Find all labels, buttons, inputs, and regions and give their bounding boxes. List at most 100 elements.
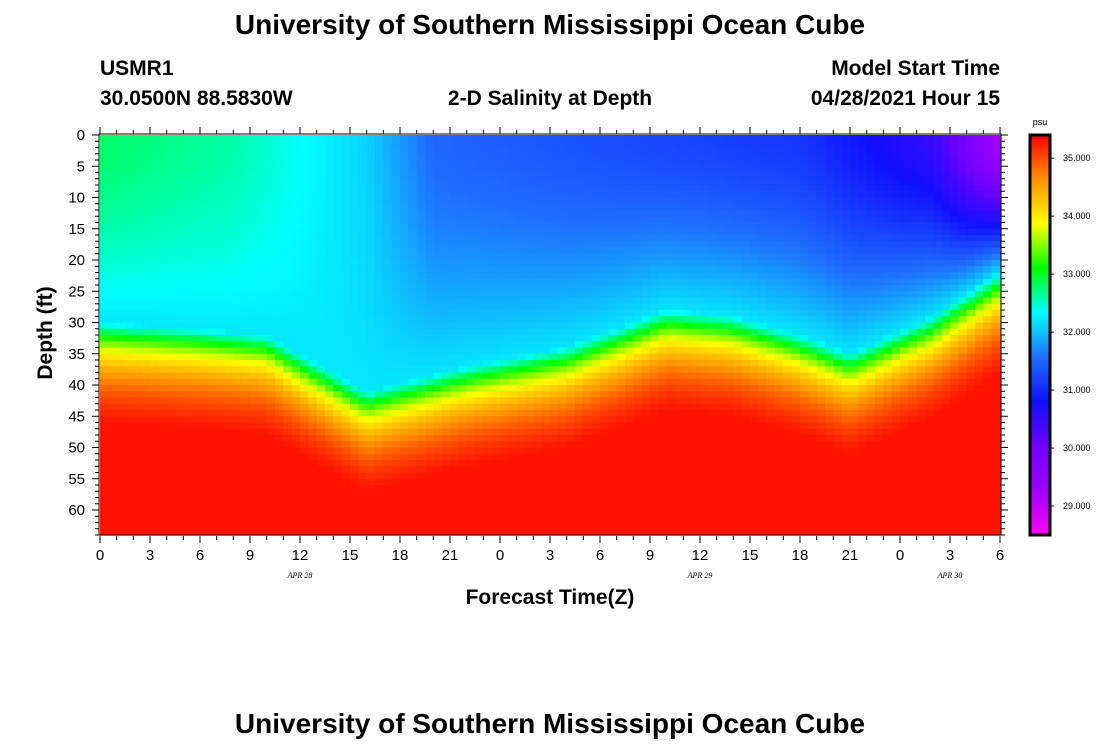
heatmap-cell [241, 416, 251, 424]
heatmap-cell [500, 322, 509, 330]
heatmap-cell [508, 422, 518, 430]
heatmap-cell [208, 160, 218, 167]
heatmap-cell [641, 422, 651, 430]
heatmap-cell [383, 178, 393, 186]
heatmap-cell [633, 322, 643, 330]
heatmap-cell [183, 297, 193, 305]
heatmap-cell [341, 510, 351, 517]
heatmap-cell [458, 316, 468, 324]
heatmap-cell [500, 285, 509, 292]
heatmap-cell [258, 241, 268, 249]
heatmap-cell [100, 360, 109, 367]
heatmap-cell [250, 153, 259, 161]
heatmap-cell [416, 266, 426, 274]
heatmap-cell [283, 160, 293, 167]
heatmap-cell [183, 416, 193, 424]
heatmap-cell [641, 410, 651, 417]
heatmap-cell [608, 472, 618, 480]
heatmap-cell [133, 297, 143, 305]
heatmap-cell [700, 416, 709, 424]
heatmap-cell [350, 428, 359, 436]
heatmap-cell [458, 453, 468, 461]
heatmap-cell [333, 247, 343, 255]
heatmap-cell [250, 172, 259, 180]
heatmap-cell [133, 253, 143, 261]
heatmap-cell [616, 522, 626, 530]
heatmap-cell [458, 266, 468, 274]
heatmap-cell [408, 341, 418, 349]
heatmap-cell [500, 253, 509, 261]
heatmap-cell [316, 141, 326, 149]
heatmap-cell [341, 322, 351, 330]
heatmap-cell [241, 328, 251, 336]
heatmap-cell [566, 272, 576, 280]
heatmap-cell [266, 135, 276, 142]
heatmap-cell [158, 210, 168, 217]
heatmap-cell [241, 397, 251, 405]
heatmap-cell [191, 185, 201, 192]
heatmap-cell [383, 278, 393, 286]
heatmap-cell [150, 428, 159, 436]
heatmap-cell [383, 372, 393, 380]
heatmap-cell [233, 253, 243, 261]
heatmap-cell [741, 372, 751, 380]
heatmap-cell [233, 222, 243, 230]
heatmap-cell [683, 178, 693, 186]
heatmap-cell [516, 516, 526, 524]
heatmap-cell [583, 422, 593, 430]
heatmap-cell [366, 391, 376, 399]
heatmap-cell [533, 153, 543, 161]
heatmap-cell [275, 216, 284, 224]
heatmap-cell [533, 160, 543, 167]
heatmap-cell [200, 172, 209, 180]
heatmap-cell [525, 397, 534, 405]
heatmap-cell [450, 447, 459, 455]
heatmap-cell [566, 216, 576, 224]
heatmap-cell [483, 472, 493, 480]
heatmap-cell [233, 410, 243, 417]
heatmap-cell [200, 460, 209, 467]
heatmap-cell [225, 422, 234, 430]
heatmap-cell [275, 360, 284, 367]
heatmap-cell [400, 460, 409, 467]
heatmap-cell [408, 347, 418, 355]
heatmap-cell [558, 397, 568, 405]
heatmap-cell [633, 460, 643, 467]
heatmap-cell [150, 435, 159, 442]
heatmap-cell [458, 385, 468, 392]
heatmap-cell [291, 510, 301, 517]
heatmap-cell [175, 422, 184, 430]
heatmap-cell [475, 528, 484, 536]
heatmap-cell [283, 328, 293, 336]
heatmap-cell [741, 197, 751, 205]
heatmap-cell [366, 422, 376, 430]
heatmap-cell [108, 141, 118, 149]
heatmap-cell [100, 147, 109, 155]
heatmap-cell [616, 135, 626, 142]
heatmap-cell [616, 310, 626, 317]
heatmap-cell [391, 210, 401, 217]
heatmap-cell [375, 235, 384, 242]
heatmap-cell [516, 178, 526, 186]
heatmap-cell [391, 228, 401, 236]
heatmap-cell [716, 153, 726, 161]
heatmap-cell [341, 360, 351, 367]
heatmap-cell [191, 485, 201, 492]
heatmap-cell [391, 441, 401, 449]
heatmap-cell [525, 203, 534, 211]
heatmap-cell [200, 497, 209, 505]
heatmap-cell [316, 266, 326, 274]
heatmap-cell [666, 472, 676, 480]
heatmap-cell [250, 278, 259, 286]
heatmap-cell [425, 210, 434, 217]
heatmap-cell [350, 166, 359, 174]
heatmap-cell [291, 366, 301, 374]
heatmap-cell [550, 197, 559, 205]
heatmap-cell [625, 328, 634, 336]
heatmap-cell [408, 522, 418, 530]
heatmap-cell [525, 303, 534, 311]
heatmap-cell [116, 328, 126, 336]
heatmap-cell [258, 210, 268, 217]
heatmap-cell [208, 491, 218, 499]
heatmap-cell [200, 216, 209, 224]
